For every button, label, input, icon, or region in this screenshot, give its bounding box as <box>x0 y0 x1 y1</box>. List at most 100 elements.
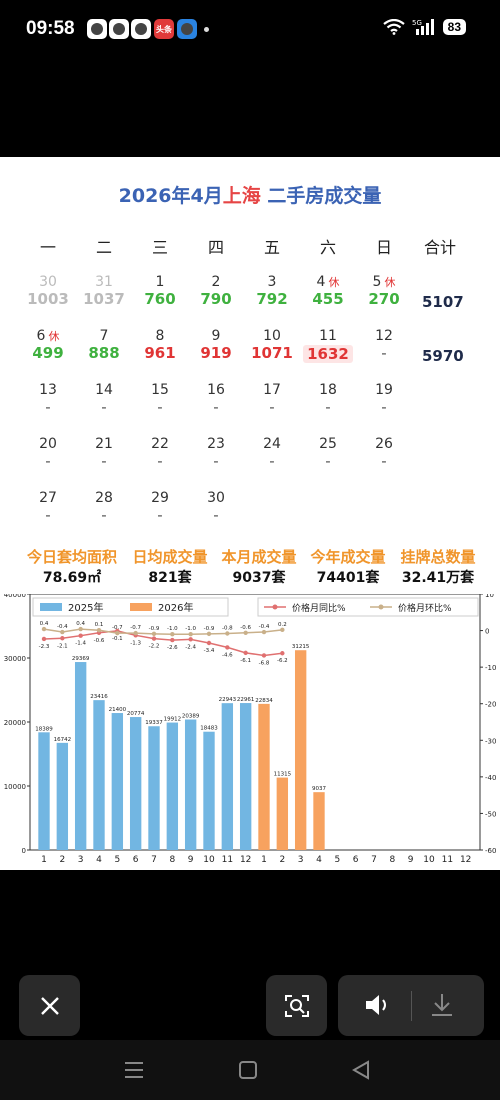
calendar-day: 13- <box>20 382 76 416</box>
calendar-day: 20- <box>20 436 76 470</box>
line-value-label: -0.8 <box>222 625 233 631</box>
menu-nav-button[interactable] <box>124 1061 144 1083</box>
day-number: 22 <box>151 436 169 452</box>
calendar-day: 1 760 <box>132 274 188 308</box>
line-point <box>243 650 248 656</box>
close-button[interactable] <box>19 975 80 1036</box>
day-number: 12 <box>375 328 393 344</box>
day-number: 2 <box>211 274 221 290</box>
status-bar: 09:58 头条 5G 83 <box>0 0 500 60</box>
image-card: 2026年4月上海 二手房成交量 一二三四五六日合计 30 1003 31 1037 1 7… <box>0 157 500 870</box>
y2-tick-label: -40 <box>485 774 496 782</box>
stat-item: 本月成交量 9037套 <box>209 546 309 587</box>
day-number: 14 <box>95 382 113 398</box>
line-point <box>151 631 157 637</box>
volume-icon <box>366 995 386 1015</box>
page-title: 2026年4月上海 二手房成交量 <box>118 185 382 207</box>
y2-tick-label: -30 <box>485 737 496 745</box>
day-volume: - <box>101 506 107 524</box>
x-tick-label: 9 <box>188 855 194 865</box>
day-number: 27 <box>39 490 57 506</box>
day-number: 26 <box>375 436 393 452</box>
x-tick-label: 2 <box>279 855 285 865</box>
x-tick-label: 3 <box>78 855 84 865</box>
day-number: 3 <box>267 274 277 290</box>
bar-value-label: 21400 <box>109 707 127 713</box>
x-tick-label: 1 <box>261 855 267 865</box>
day-number: 5 <box>372 274 382 290</box>
holiday-badge: 休 <box>48 330 60 343</box>
x-tick-label: 4 <box>316 855 322 865</box>
bar <box>111 713 124 850</box>
app-blue-icon <box>177 19 197 39</box>
legend-swatch <box>130 603 152 611</box>
bar-value-label: 31215 <box>292 644 310 650</box>
day-number: 24 <box>263 436 281 452</box>
line-value-label: -1.0 <box>185 626 196 632</box>
calendar-day: 30- <box>188 490 244 524</box>
day-number: 20 <box>39 436 57 452</box>
scan-button[interactable] <box>266 975 327 1036</box>
line-point <box>261 653 267 658</box>
bar <box>184 719 197 850</box>
stat-item: 今年成交量 74401套 <box>298 546 398 587</box>
stat-value: 821套 <box>148 570 192 586</box>
line-value-label: -0.4 <box>259 624 270 630</box>
x-tick-label: 2 <box>59 855 65 865</box>
bar-value-label: 20389 <box>182 714 200 720</box>
line-value-label: -6.2 <box>277 658 288 664</box>
holiday-badge: 休 <box>384 276 396 289</box>
audio-download-group <box>338 975 484 1036</box>
close-icon <box>40 996 59 1015</box>
y2-tick-label: -50 <box>485 810 496 818</box>
bar-value-label: 22961 <box>237 697 255 703</box>
line-point <box>243 630 248 635</box>
line-value-label: -0.7 <box>112 625 123 631</box>
calendar-day: 8 961 <box>132 328 188 362</box>
x-tick-label: 9 <box>408 855 414 865</box>
line-value-label: -6.8 <box>259 660 270 666</box>
legend-label: 价格月环比% <box>398 602 452 614</box>
back-icon <box>351 1060 369 1080</box>
system-icons: 5G 83 <box>382 18 466 36</box>
download-button[interactable] <box>430 992 454 1022</box>
day-number: 30 <box>207 490 225 506</box>
line-point <box>41 626 47 632</box>
line-value-label: -4.6 <box>222 652 233 658</box>
day-volume: 888 <box>88 344 120 362</box>
line-point <box>133 630 138 636</box>
line-point <box>206 631 212 637</box>
y2-tick-label: -60 <box>485 847 496 855</box>
line-value-label: -2.4 <box>185 644 196 650</box>
bar <box>129 717 142 850</box>
bar <box>203 731 215 850</box>
bar-value-label: 22834 <box>255 698 273 704</box>
day-volume: - <box>381 452 387 470</box>
bar <box>166 722 179 850</box>
weekday-header: 一 <box>39 238 56 257</box>
home-nav-button[interactable] <box>238 1060 258 1084</box>
day-number: 31 <box>95 274 113 290</box>
calendar-day: 25- <box>300 436 356 470</box>
line-point <box>206 640 212 646</box>
day-volume: 270 <box>368 290 400 308</box>
line-value-label: 0.4 <box>40 621 49 627</box>
more-notifications-dot <box>204 27 209 32</box>
day-number: 23 <box>207 436 225 452</box>
x-tick-label: 7 <box>151 855 157 865</box>
day-volume: 499 <box>32 344 64 362</box>
holiday-badge: 休 <box>328 276 340 289</box>
bar <box>239 703 252 850</box>
bar <box>221 703 234 850</box>
day-volume: 1071 <box>251 344 293 362</box>
qq-icon <box>87 19 107 39</box>
line-value-label: -2.6 <box>167 645 178 651</box>
day-number: 28 <box>95 490 113 506</box>
avatar-icon <box>109 19 129 39</box>
x-tick-label: 6 <box>133 855 139 865</box>
y-tick-label: 40000 <box>4 594 26 599</box>
line-value-label: -0.1 <box>112 636 123 642</box>
back-nav-button[interactable] <box>351 1060 370 1084</box>
stat-label: 今日套均面积 <box>26 548 117 566</box>
volume-button[interactable] <box>364 993 392 1021</box>
